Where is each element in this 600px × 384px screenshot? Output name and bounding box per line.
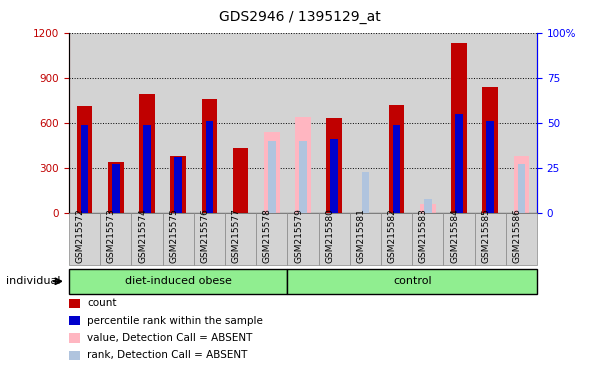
Text: GSM215582: GSM215582 <box>388 208 397 263</box>
Bar <box>451 43 467 213</box>
Text: GSM215578: GSM215578 <box>263 208 272 263</box>
Bar <box>112 164 119 213</box>
Bar <box>77 106 92 213</box>
Bar <box>455 114 463 213</box>
Text: GSM215577: GSM215577 <box>232 208 241 263</box>
Bar <box>392 125 401 213</box>
Text: individual: individual <box>6 276 61 286</box>
Text: GSM215576: GSM215576 <box>200 208 209 263</box>
Text: GSM215586: GSM215586 <box>512 208 521 263</box>
Bar <box>175 157 182 213</box>
Bar <box>295 117 311 213</box>
Text: GSM215580: GSM215580 <box>325 208 334 263</box>
Bar <box>514 156 529 213</box>
Text: GSM215575: GSM215575 <box>169 208 178 263</box>
Text: GSM215573: GSM215573 <box>107 208 116 263</box>
Text: GSM215572: GSM215572 <box>76 208 85 263</box>
Bar <box>143 125 151 213</box>
Text: count: count <box>87 298 116 308</box>
Text: control: control <box>393 276 431 286</box>
Text: GSM215579: GSM215579 <box>294 208 303 263</box>
Text: GSM215581: GSM215581 <box>356 208 365 263</box>
Bar <box>424 199 432 213</box>
Bar <box>205 121 214 213</box>
Text: GSM215574: GSM215574 <box>138 208 147 263</box>
Bar <box>108 162 124 213</box>
Text: GSM215583: GSM215583 <box>419 208 428 263</box>
Bar <box>420 204 436 213</box>
Bar <box>517 164 526 213</box>
Bar <box>299 141 307 213</box>
Bar <box>330 139 338 213</box>
Bar <box>233 149 248 213</box>
Bar <box>361 172 370 213</box>
Text: GSM215584: GSM215584 <box>450 208 459 263</box>
Bar <box>170 156 186 213</box>
Bar <box>486 121 494 213</box>
Bar <box>482 87 498 213</box>
Text: rank, Detection Call = ABSENT: rank, Detection Call = ABSENT <box>87 350 247 360</box>
Bar <box>264 132 280 213</box>
Text: percentile rank within the sample: percentile rank within the sample <box>87 316 263 326</box>
Text: value, Detection Call = ABSENT: value, Detection Call = ABSENT <box>87 333 253 343</box>
Bar <box>389 105 404 213</box>
Text: GDS2946 / 1395129_at: GDS2946 / 1395129_at <box>219 10 381 23</box>
Bar <box>202 99 217 213</box>
Text: GSM215585: GSM215585 <box>481 208 490 263</box>
Bar <box>326 118 342 213</box>
Bar <box>268 141 276 213</box>
Bar <box>139 94 155 213</box>
Text: diet-induced obese: diet-induced obese <box>125 276 232 286</box>
Bar <box>80 125 89 213</box>
